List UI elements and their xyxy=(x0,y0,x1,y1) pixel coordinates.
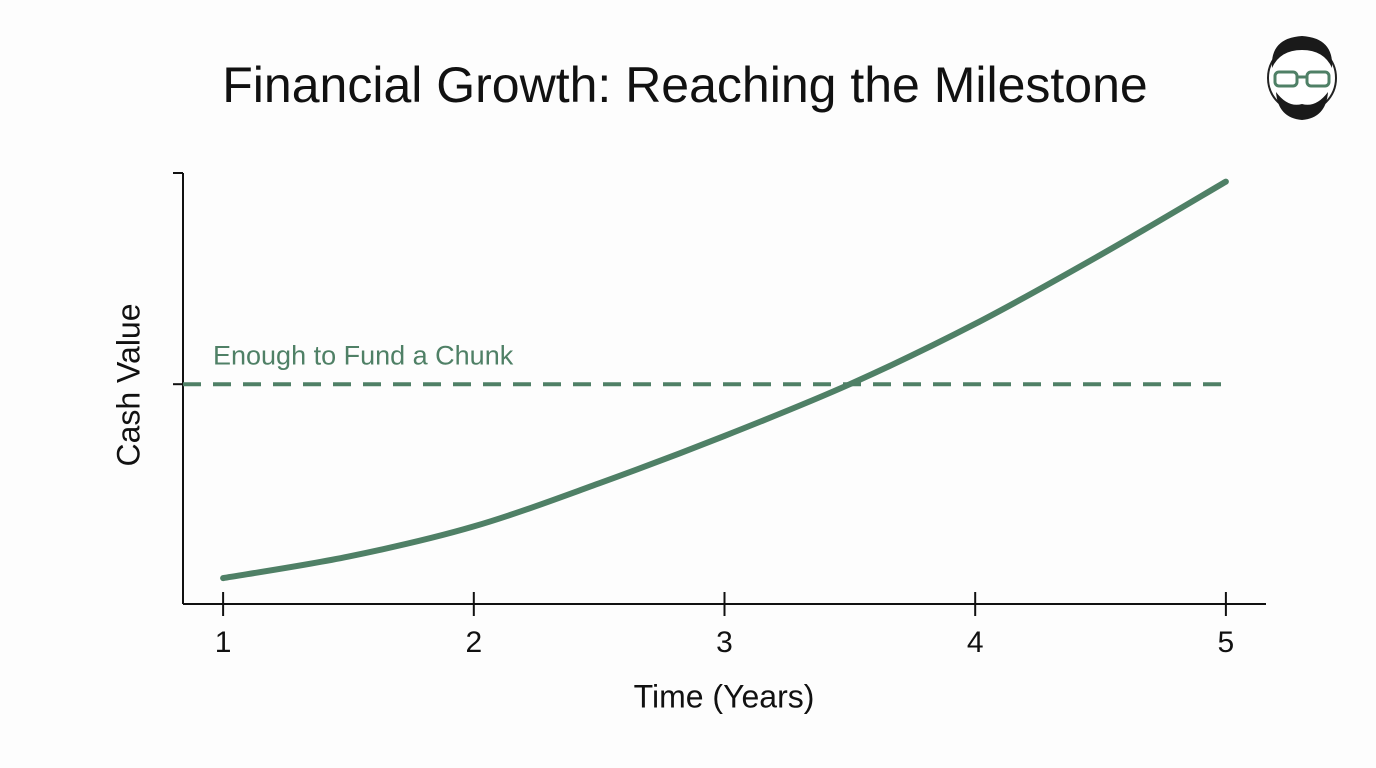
x-axis-label: Time (Years) xyxy=(634,678,815,714)
y-axis-label: Cash Value xyxy=(110,303,146,466)
x-tick-label: 3 xyxy=(716,626,733,659)
x-tick-label: 5 xyxy=(1218,626,1235,659)
threshold-label: Enough to Fund a Chunk xyxy=(213,340,514,370)
avatar xyxy=(1267,36,1337,120)
chart-title: Financial Growth: Reaching the Milestone xyxy=(222,57,1147,113)
data-line xyxy=(220,178,1229,582)
x-tick-label: 1 xyxy=(215,626,232,659)
x-tick-label: 4 xyxy=(967,626,984,659)
x-tick-label: 2 xyxy=(465,626,482,659)
